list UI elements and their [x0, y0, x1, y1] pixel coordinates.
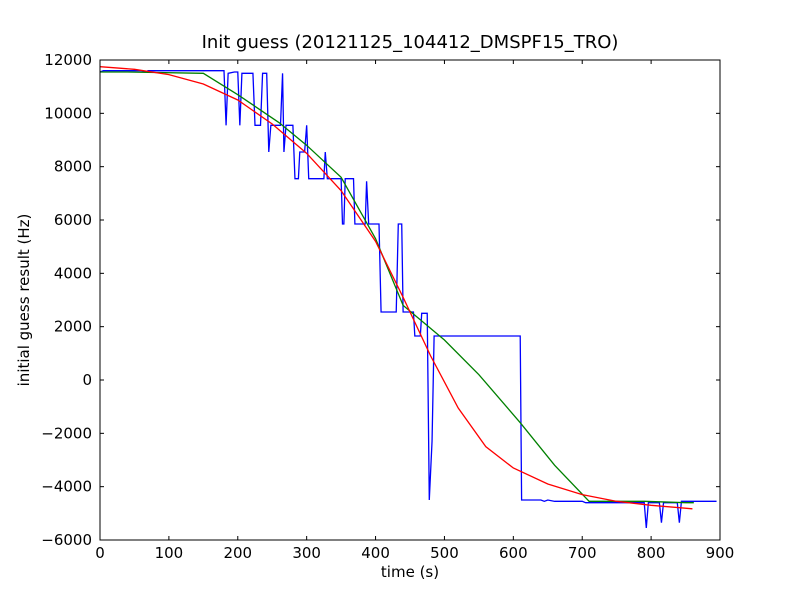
x-tick-label: 700 — [568, 544, 597, 562]
x-tick-label: 900 — [706, 544, 735, 562]
series-line-2 — [100, 66, 693, 510]
x-tick-label: 0 — [95, 544, 105, 562]
plot-area: 0 100 200 300 400 500 600 700 800 900 −6000 −4000 −2… — [41, 51, 734, 562]
y-tick-label: −2000 — [41, 424, 92, 442]
x-tick-label: 300 — [292, 544, 321, 562]
y-tick-label: 4000 — [54, 264, 92, 282]
series-line-1 — [100, 71, 694, 504]
x-tick-label: 200 — [223, 544, 252, 562]
x-axis-label: time (s) — [381, 563, 439, 581]
x-tick-label: 100 — [155, 544, 184, 562]
chart-title: Init guess (20121125_104412_DMSPF15_TRO) — [202, 32, 619, 53]
x-tick-label: 600 — [499, 544, 528, 562]
y-tick-label: −6000 — [41, 531, 92, 549]
x-tick-label: 500 — [430, 544, 459, 562]
axes-frame — [99, 59, 721, 541]
y-tick-label: 0 — [82, 371, 92, 389]
y-tick-label: −4000 — [41, 478, 92, 496]
series-line-0 — [100, 70, 717, 529]
y-tick-label: 8000 — [54, 158, 92, 176]
y-axis-label: initial guess result (Hz) — [15, 214, 33, 387]
y-tick-label: 12000 — [44, 51, 92, 69]
y-tick-label: 6000 — [54, 211, 92, 229]
y-tick-label: 2000 — [54, 318, 92, 336]
x-tick-label: 400 — [361, 544, 390, 562]
y-tick-label: 10000 — [44, 104, 92, 122]
x-tick-label: 800 — [637, 544, 666, 562]
